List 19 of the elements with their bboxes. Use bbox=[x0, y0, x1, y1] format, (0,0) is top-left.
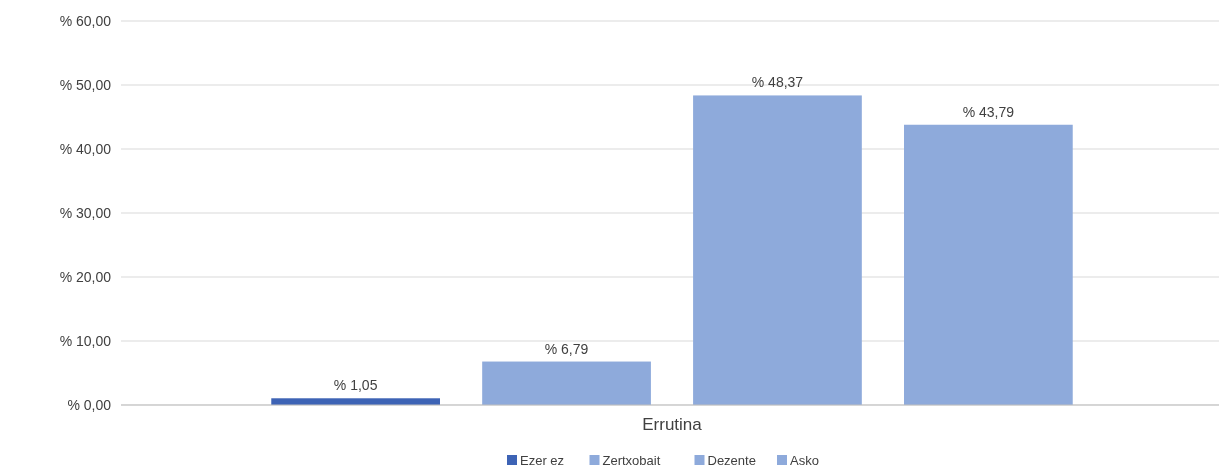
y-tick-label: % 50,00 bbox=[59, 76, 112, 93]
data-label: % 1,05 bbox=[333, 377, 378, 394]
y-tick-label: % 0,00 bbox=[67, 396, 112, 413]
y-tick-label: % 30,00 bbox=[59, 204, 112, 221]
bar bbox=[904, 124, 1073, 405]
x-tick-label: Errutina bbox=[642, 415, 703, 434]
bar bbox=[482, 361, 651, 405]
legend-label: Zertxobait bbox=[602, 452, 661, 468]
data-label: % 43,79 bbox=[962, 103, 1015, 120]
y-tick-label: % 40,00 bbox=[59, 140, 112, 157]
legend-label: Dezente bbox=[707, 452, 756, 468]
y-tick-label: % 20,00 bbox=[59, 268, 112, 285]
data-label: % 48,37 bbox=[751, 74, 804, 91]
y-tick-label: % 10,00 bbox=[59, 332, 112, 349]
legend-label: Ezer ez bbox=[520, 452, 565, 468]
legend-label: Asko bbox=[790, 452, 819, 468]
y-tick-label: % 60,00 bbox=[59, 12, 112, 29]
data-label: % 6,79 bbox=[544, 340, 589, 357]
bar bbox=[693, 95, 862, 405]
